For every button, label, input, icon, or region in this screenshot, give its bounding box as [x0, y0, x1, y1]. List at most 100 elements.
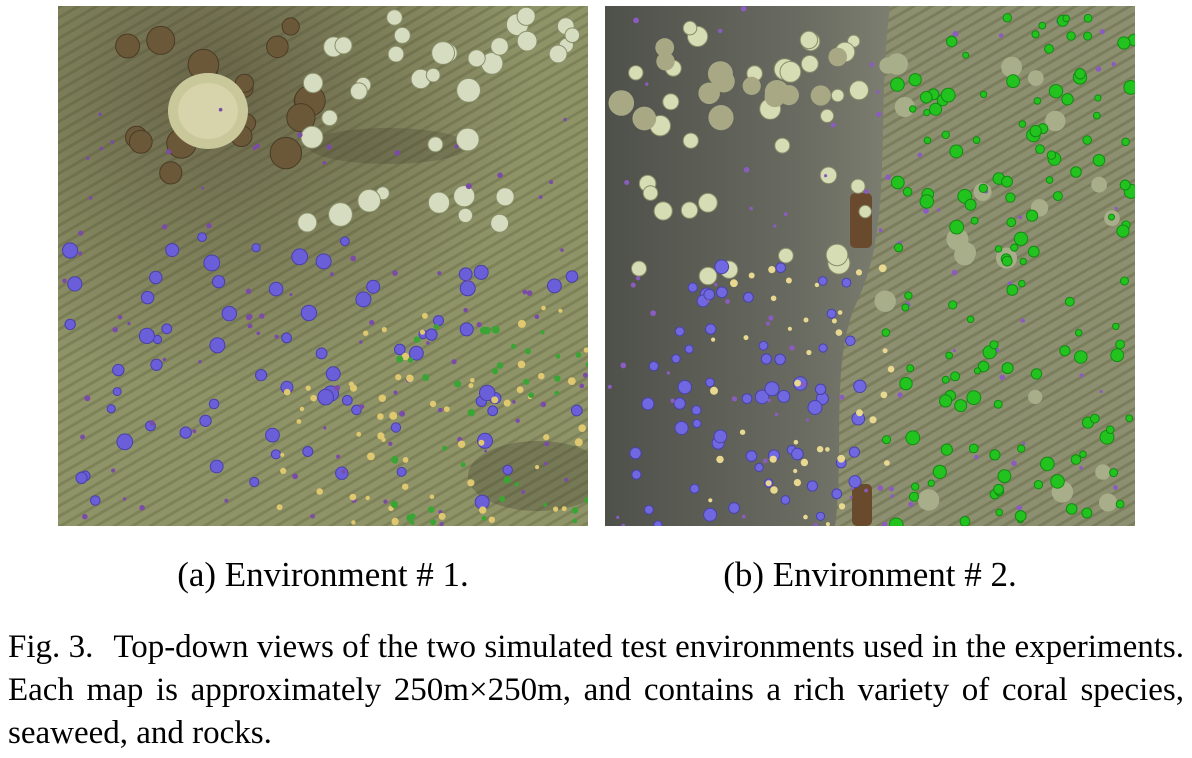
- coral-dot: [259, 313, 265, 319]
- coral-dot: [774, 412, 779, 417]
- seaweed: [460, 462, 466, 468]
- seaweed: [523, 378, 530, 385]
- pale-coral: [849, 80, 869, 101]
- seaweed: [1074, 350, 1088, 364]
- seaweed: [954, 399, 968, 413]
- coral-dot: [787, 326, 792, 331]
- seaweed: [1048, 84, 1064, 99]
- seaweed: [540, 330, 545, 335]
- seaweed: [511, 343, 517, 349]
- pale-coral: [698, 192, 718, 213]
- blue-coral: [209, 337, 226, 354]
- disc-coral: [1091, 176, 1107, 193]
- coral-dot: [526, 290, 533, 296]
- coral-dot: [998, 33, 1004, 38]
- blue-coral: [473, 264, 489, 280]
- coral-dot: [582, 372, 588, 378]
- blue-coral: [433, 315, 444, 327]
- seaweed: [433, 324, 440, 330]
- coral-dot: [201, 186, 205, 190]
- coral-dot: [731, 396, 738, 402]
- coral-dot: [112, 326, 118, 333]
- coral-dot: [814, 282, 820, 288]
- coral-dot: [381, 437, 386, 442]
- seaweed: [1074, 68, 1086, 80]
- seaweed: [1094, 94, 1102, 102]
- pipe-segment: [850, 193, 872, 248]
- coral-dot: [365, 495, 370, 501]
- seaweed: [575, 352, 582, 358]
- coral-dot: [218, 107, 223, 112]
- coral-dot: [897, 392, 903, 398]
- seaweed: [1070, 454, 1082, 465]
- seaweed: [890, 77, 905, 92]
- coral-dot: [443, 406, 450, 412]
- pipe-segment: [852, 484, 872, 526]
- seaweed: [995, 508, 1004, 517]
- seaweed: [514, 482, 519, 487]
- coral-dot: [122, 497, 127, 501]
- blue-coral: [705, 377, 715, 388]
- coral-dot: [484, 449, 488, 453]
- pale-coral: [490, 37, 509, 56]
- blue-coral: [150, 358, 163, 371]
- seaweed: [1062, 14, 1071, 23]
- seaweed: [939, 394, 953, 408]
- seaweed: [909, 105, 917, 113]
- disc-coral: [917, 489, 940, 511]
- seaweed: [978, 183, 988, 194]
- seaweed: [1018, 279, 1026, 288]
- coral-dot: [429, 400, 437, 408]
- coral-dot: [553, 506, 559, 512]
- blue-coral: [774, 353, 786, 366]
- coral-dot: [402, 483, 409, 490]
- pale-coral: [820, 108, 835, 124]
- coral-dot: [467, 479, 475, 487]
- coral-dot: [952, 31, 959, 37]
- subfigure-caption-b: (b) Environment # 2.: [723, 555, 1017, 594]
- coral-dot: [730, 279, 738, 288]
- seaweed: [908, 73, 922, 87]
- seaweed: [1116, 224, 1130, 238]
- coral-dot: [470, 378, 475, 383]
- coral-dot: [88, 196, 93, 200]
- disc-coral: [828, 47, 847, 67]
- coral-dot: [741, 514, 746, 519]
- blue-coral: [459, 322, 474, 337]
- coral-dot: [564, 477, 569, 482]
- coral-dot: [367, 452, 375, 461]
- seaweed: [1018, 120, 1027, 128]
- coral-dot: [1099, 389, 1103, 394]
- seaweed: [528, 392, 535, 398]
- blue-coral: [848, 475, 862, 489]
- coral-dot: [714, 283, 718, 287]
- seaweed: [499, 496, 506, 502]
- coral-dot: [624, 180, 630, 185]
- pale-coral: [300, 125, 324, 149]
- blue-coral: [341, 394, 353, 406]
- coral-dot: [1099, 29, 1105, 35]
- blue-coral: [161, 323, 173, 335]
- coral-dot: [467, 279, 471, 283]
- pale-coral: [799, 30, 819, 50]
- blue-coral: [754, 462, 764, 472]
- seaweed: [890, 175, 905, 190]
- coral-dot: [670, 398, 675, 403]
- coral-dot: [706, 299, 710, 303]
- coral-dot: [541, 305, 546, 311]
- blue-coral: [745, 450, 758, 462]
- coral-dot: [280, 467, 287, 474]
- seaweed: [1083, 31, 1093, 41]
- disc-coral: [874, 290, 896, 312]
- seaweed: [1112, 322, 1120, 331]
- seaweed: [1070, 166, 1082, 178]
- coral-dot: [579, 383, 585, 389]
- seaweed: [427, 506, 435, 513]
- coral-dot: [78, 230, 84, 236]
- coral-dot: [666, 371, 671, 375]
- coral-dot: [716, 455, 724, 464]
- coral-dot: [535, 465, 540, 470]
- coral-dot: [369, 319, 375, 326]
- coral-dot: [864, 189, 869, 195]
- seaweed: [584, 497, 588, 504]
